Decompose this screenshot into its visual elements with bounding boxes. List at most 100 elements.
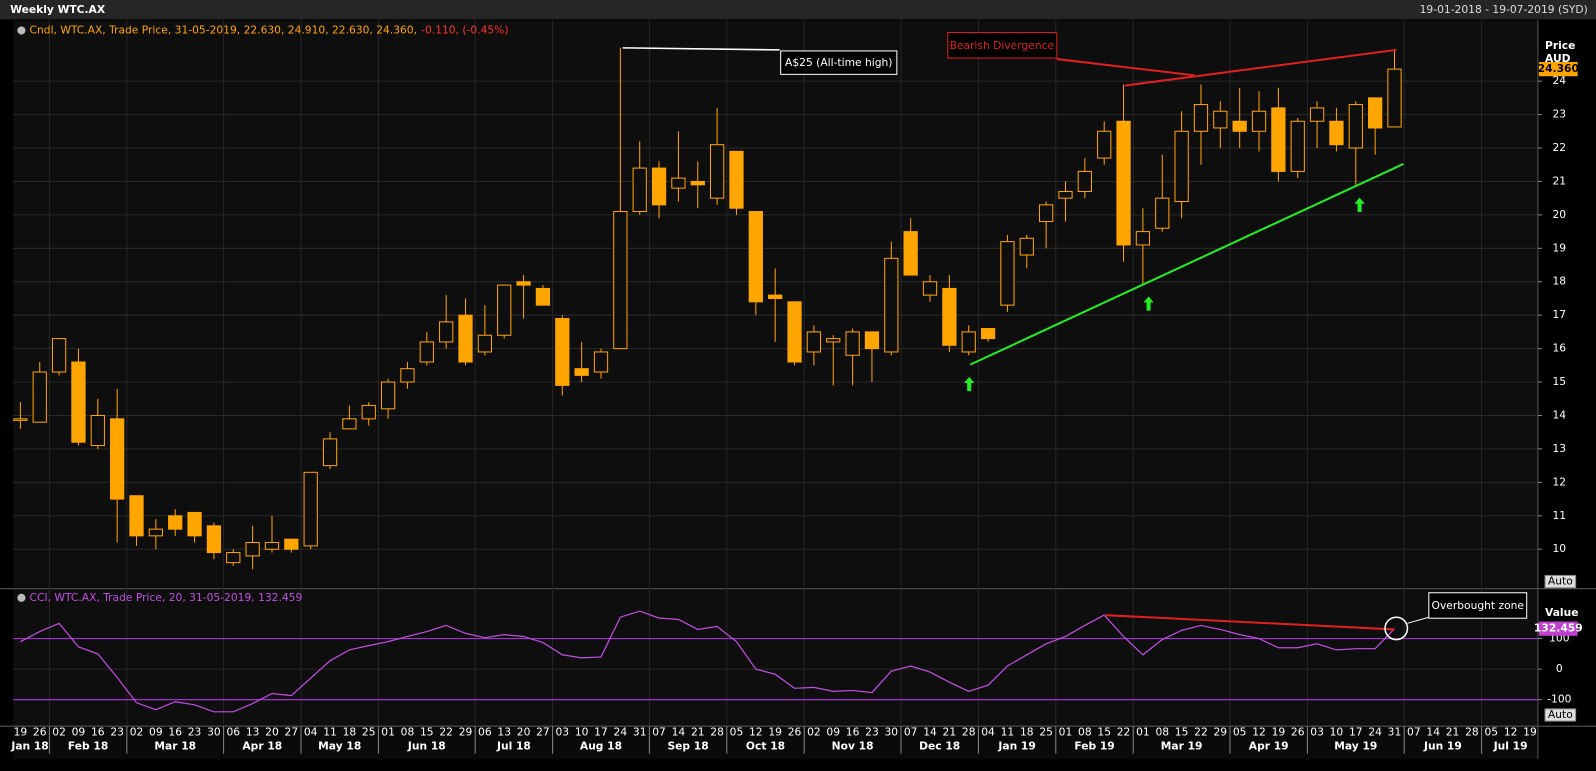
candle-body: [1368, 97, 1383, 129]
x-tick-label: 20: [265, 725, 279, 738]
auto-button-label[interactable]: Auto: [1548, 708, 1573, 721]
x-tick-label: 02: [807, 725, 821, 738]
candle-body: [71, 361, 86, 443]
candle-body: [226, 552, 241, 564]
candle-body: [632, 167, 647, 213]
x-tick-label: 15: [1175, 725, 1189, 738]
x-tick-label: 23: [188, 725, 202, 738]
y-tick-label: 21: [1553, 174, 1567, 187]
x-tick-label: 01: [1059, 725, 1073, 738]
auto-button[interactable]: [1544, 708, 1577, 722]
x-tick-label: 15: [420, 725, 434, 738]
x-month-label: Dec 18: [919, 740, 960, 753]
candle-body: [264, 542, 280, 550]
x-tick-label: 19: [768, 725, 782, 738]
candle-body: [322, 438, 338, 467]
candle-body: [729, 150, 744, 209]
candle-body: [593, 351, 609, 373]
legend-icon: [17, 593, 26, 602]
candle-body: [671, 177, 686, 189]
x-tick-label: 28: [1465, 725, 1479, 738]
arrow-up: [1143, 296, 1154, 311]
x-tick-label: 12: [1252, 725, 1266, 738]
candle-body: [1309, 107, 1325, 122]
y-tick-label: 13: [1553, 442, 1567, 455]
x-tick-label: 19: [1272, 725, 1286, 738]
candle-body: [864, 331, 880, 350]
auto-button-label[interactable]: Auto: [1548, 575, 1573, 588]
candle-body: [768, 294, 783, 299]
x-tick-label: 26: [788, 725, 802, 738]
candle-body: [1251, 110, 1267, 132]
candle-body: [845, 331, 860, 356]
x-month-label: Sep 18: [667, 740, 708, 753]
candle-body: [90, 414, 105, 447]
annotation-box: [780, 50, 898, 75]
candle-body: [574, 368, 589, 376]
annotation-box: [1428, 592, 1528, 619]
candle-body: [129, 495, 144, 537]
candle-body: [245, 542, 260, 557]
x-tick-label: 03: [1310, 725, 1324, 738]
candle-body: [806, 331, 822, 353]
x-tick-label: 18: [343, 725, 357, 738]
x-tick-label: 07: [1407, 725, 1421, 738]
x-tick-label: 25: [1039, 725, 1053, 738]
x-month-label: May 19: [1334, 740, 1377, 753]
candle-body: [535, 287, 551, 306]
candle-body: [1000, 241, 1015, 306]
candle-body: [1097, 130, 1112, 159]
y-tick-label: 19: [1553, 241, 1567, 254]
x-tick-label: 07: [652, 725, 666, 738]
x-tick-label: 29: [1214, 725, 1228, 738]
x-tick-label: 12: [749, 725, 763, 738]
x-tick-label: 05: [1484, 725, 1498, 738]
x-month-label: Apr 19: [1249, 740, 1289, 753]
y-tick-label: 22: [1553, 141, 1567, 154]
candle-body: [1329, 120, 1344, 146]
x-tick-label: 16: [91, 725, 105, 738]
x-month-label: Mar 19: [1161, 740, 1203, 753]
x-tick-label: 10: [1330, 725, 1344, 738]
auto-button[interactable]: [1544, 574, 1577, 589]
x-tick-label: 30: [207, 725, 221, 738]
x-tick-label: 01: [381, 725, 395, 738]
marks: [13, 47, 1538, 713]
y-tick-label: 14: [1553, 408, 1567, 421]
x-tick-label: 16: [168, 725, 182, 738]
x-tick-label: 14: [923, 725, 937, 738]
cci-line: [20, 610, 1395, 713]
x-tick-label: 24: [1368, 725, 1382, 738]
x-tick-label: 02: [130, 725, 144, 738]
x-month-label: Jun 19: [1423, 740, 1462, 753]
annotation-line: [1407, 616, 1429, 624]
x-tick-label: 29: [459, 725, 473, 738]
candle-body: [942, 287, 957, 346]
y-tick-label: 0: [1556, 662, 1563, 675]
x-tick-label: 06: [478, 725, 492, 738]
y-tick-label: 12: [1553, 475, 1567, 488]
candle-body: [1193, 104, 1209, 132]
x-tick-label: 13: [246, 725, 260, 738]
x-tick-label: 19: [1523, 725, 1537, 738]
x-tick-label: 04: [981, 725, 995, 738]
x-tick-label: 01: [1136, 725, 1150, 738]
x-tick-label: 16: [846, 725, 860, 738]
x-tick-label: 11: [1001, 725, 1015, 738]
candle-body: [1077, 170, 1092, 192]
x-tick-label: 09: [826, 725, 840, 738]
candle-body: [148, 528, 163, 537]
y-tick-label: 16: [1553, 342, 1567, 355]
annotation-box: [947, 32, 1058, 59]
x-month-label: Aug 18: [580, 740, 622, 753]
value-box: [1538, 621, 1578, 636]
x-tick-label: 31: [1388, 725, 1402, 738]
x-tick-label: 21: [691, 725, 705, 738]
x-tick-label: 12: [1504, 725, 1518, 738]
y-axis-label: Value: [1545, 606, 1578, 619]
candle-body: [651, 167, 667, 206]
annotation: Bearish Divergence: [950, 39, 1054, 52]
x-tick-label: 02: [52, 725, 66, 738]
last-price-box: [1538, 61, 1578, 77]
candle-body: [980, 328, 996, 340]
